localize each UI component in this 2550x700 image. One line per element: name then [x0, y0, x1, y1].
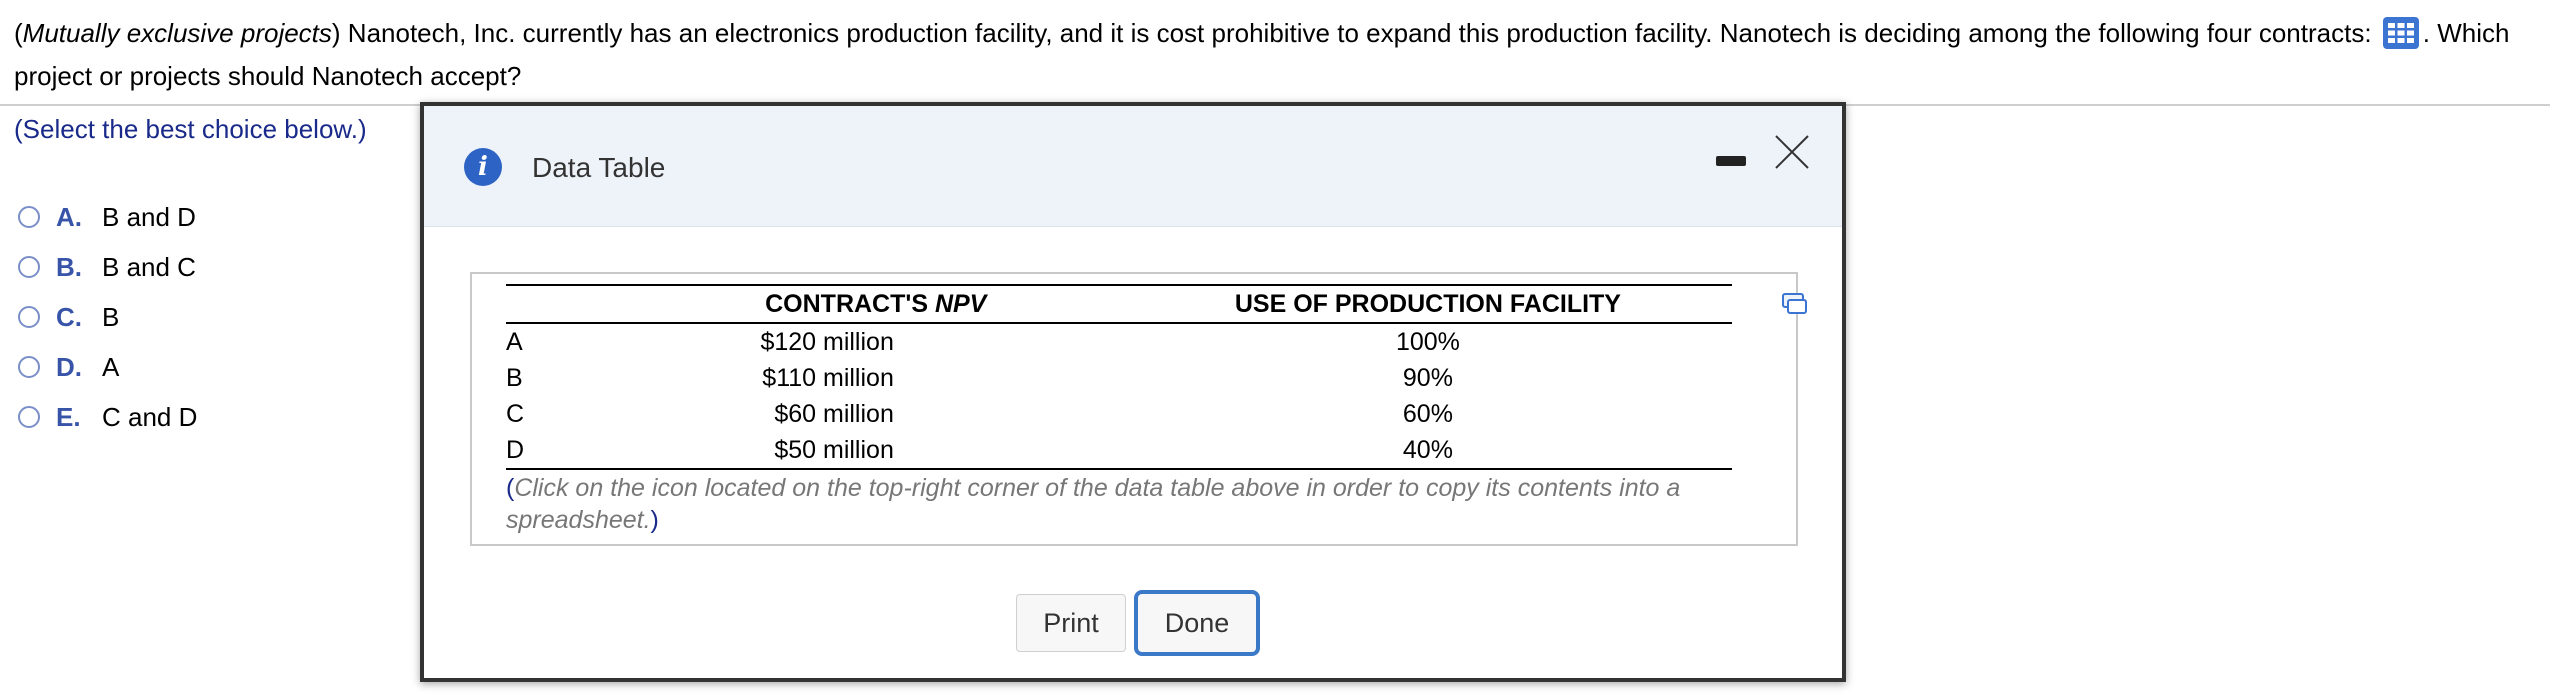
contract-use: 100%: [1395, 327, 1460, 356]
done-button[interactable]: Done: [1134, 590, 1260, 656]
data-table-box: CONTRACT'S NPV USE OF PRODUCTION FACILIT…: [470, 272, 1807, 546]
radio-button[interactable]: [18, 206, 40, 228]
radio-button[interactable]: [18, 406, 40, 428]
contract-npv: $60 million: [774, 399, 894, 428]
radio-button[interactable]: [18, 356, 40, 378]
radio-button[interactable]: [18, 306, 40, 328]
contract-name: B: [506, 363, 523, 392]
choice-e[interactable]: E. C and D: [18, 392, 197, 442]
header-npv: CONTRACT'S NPV: [627, 285, 1124, 324]
answer-choices: A. B and D B. B and C C. B D. A E. C and…: [18, 192, 197, 442]
question-title: Mutually exclusive projects: [22, 18, 332, 48]
modal-title: Data Table: [532, 152, 666, 183]
choice-b[interactable]: B. B and C: [18, 242, 197, 292]
question-text: (Mutually exclusive projects) Nanotech, …: [14, 17, 2510, 91]
table-row: B $110 million 90%: [506, 360, 1732, 396]
table-row: C $60 million 60%: [506, 396, 1732, 432]
contract-name: D: [506, 435, 525, 464]
table-row: A $120 million 100%: [506, 323, 1732, 360]
contract-use: 40%: [1402, 435, 1453, 464]
copy-instruction-note: (Click on the icon located on the top-ri…: [506, 474, 1681, 534]
table-header-row: CONTRACT'S NPV USE OF PRODUCTION FACILIT…: [506, 285, 1732, 324]
choice-c[interactable]: C. B: [18, 292, 197, 342]
table-row: D $50 million 40%: [506, 432, 1732, 469]
contract-use: 90%: [1402, 363, 1453, 392]
contract-npv: $120 million: [760, 327, 894, 356]
header-use: USE OF PRODUCTION FACILITY: [1123, 285, 1732, 324]
data-table-modal: i Data Table CONTRACT'S NPV USE OF PRODU…: [420, 102, 1846, 682]
radio-button[interactable]: [18, 256, 40, 278]
choice-a[interactable]: A. B and D: [18, 192, 197, 242]
copy-to-spreadsheet-icon[interactable]: [1782, 292, 1808, 316]
header-contract: [506, 285, 628, 324]
table-grid-icon[interactable]: [2382, 17, 2419, 49]
contract-name: C: [506, 399, 525, 428]
contract-npv: $50 million: [774, 435, 894, 464]
instruction-text: (Select the best choice below.): [14, 114, 367, 144]
contracts-table: CONTRACT'S NPV USE OF PRODUCTION FACILIT…: [506, 284, 1732, 470]
info-icon: i: [464, 148, 502, 186]
contract-name: A: [506, 327, 523, 356]
contract-npv: $110 million: [762, 363, 894, 392]
modal-header[interactable]: i Data Table: [424, 106, 1842, 227]
choice-d[interactable]: D. A: [18, 342, 197, 392]
close-icon[interactable]: [1772, 132, 1812, 172]
minimize-icon[interactable]: [1716, 156, 1746, 166]
contract-use: 60%: [1402, 399, 1453, 428]
print-button[interactable]: Print: [1016, 594, 1126, 652]
